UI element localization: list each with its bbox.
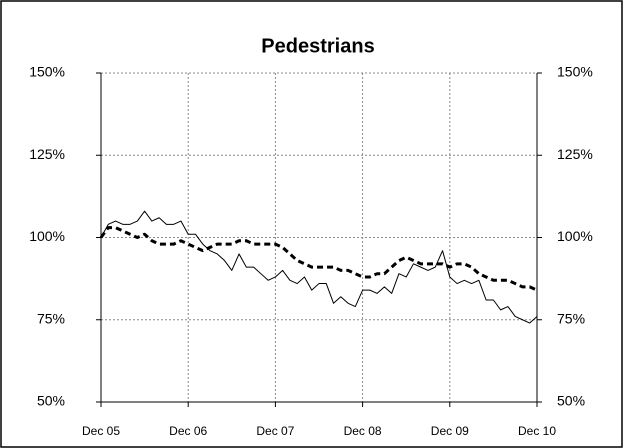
x-tick-label: Dec 10 [518,424,556,438]
x-tick-label: Dec 06 [169,424,207,438]
y-tick-label: 150% [29,64,65,80]
series-line [100,210,538,324]
x-tick-label: Dec 09 [431,424,469,438]
chart-title: Pedestrians [261,35,374,57]
y2-tick-label: 75% [557,310,585,326]
y-tick-label: 100% [29,228,65,244]
x-tick-label: Dec 05 [82,424,120,438]
y2-tick-label: 50% [557,393,585,409]
y2-tick-label: 150% [557,64,593,80]
y-tick-label: 75% [37,310,65,326]
y-tick-label: 50% [37,393,65,409]
x-tick-label: Dec 08 [344,424,382,438]
y2-tick-label: 125% [557,146,593,162]
series-line [99,226,538,292]
x-tick-label: Dec 07 [256,424,294,438]
y-tick-label: 125% [29,146,65,162]
y2-tick-label: 100% [557,228,593,244]
